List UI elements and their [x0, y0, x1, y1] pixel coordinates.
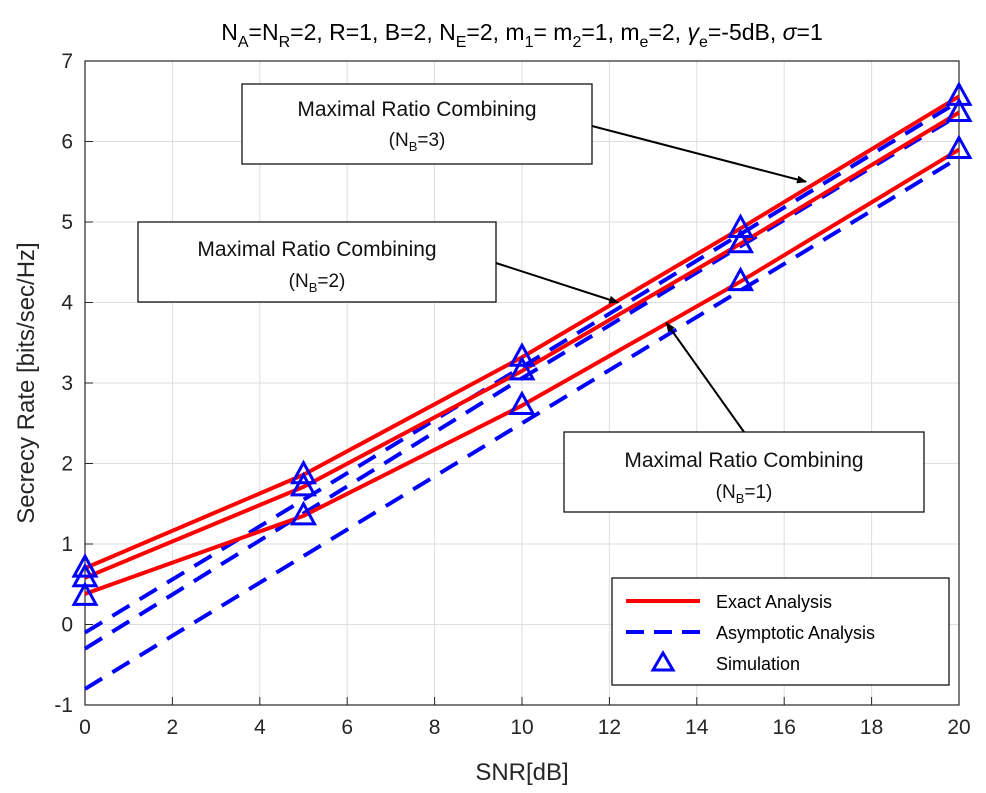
- annotation-nb2: Maximal Ratio Combining (NB=2): [137, 221, 620, 304]
- y-tick-label: 5: [61, 211, 73, 234]
- annotation-nb3: Maximal Ratio Combining (NB=3): [241, 83, 808, 184]
- annotation-nb1: Maximal Ratio Combining (NB=1): [563, 321, 925, 513]
- annotation-nb3-label: (NB=3): [389, 130, 446, 154]
- legend-simulation-marker: [650, 650, 676, 672]
- simulation-marker: [508, 342, 536, 367]
- asymptotic-analysis-line: [83, 99, 961, 635]
- simulation-marker: [289, 471, 318, 497]
- asymptotic-analysis-line: [83, 155, 961, 691]
- simulation-marker: [945, 97, 973, 123]
- annotation-nb1-box: [563, 431, 925, 513]
- x-tick-label: 10: [510, 716, 533, 739]
- x-tick-label: 20: [947, 716, 970, 739]
- simulation-marker: [71, 581, 99, 606]
- annotation-nb1-label: (NB=1): [716, 482, 773, 506]
- exact-analysis-line: [84, 110, 961, 580]
- y-tick-label: 1: [61, 533, 73, 556]
- simulation-marker: [945, 134, 973, 160]
- x-tick-label: 4: [254, 716, 266, 739]
- x-tick-label: 18: [860, 716, 883, 739]
- x-tick-label: 12: [598, 716, 621, 739]
- annotation-nb1-arrow: [665, 321, 745, 433]
- exact-analysis-line: [84, 147, 961, 596]
- simulation-marker: [508, 390, 536, 416]
- annotation-nb1-text: Maximal Ratio Combining: [624, 449, 863, 472]
- x-tick-label: 14: [685, 716, 709, 739]
- simulation-marker: [289, 459, 318, 485]
- y-tick-label: 7: [61, 50, 73, 73]
- legend-asymptotic-label: Asymptotic Analysis: [716, 623, 875, 643]
- legend: Exact Analysis Asymptotic Analysis Simul…: [611, 577, 950, 686]
- y-tick-label: 3: [61, 372, 73, 395]
- simulation-marker: [726, 213, 755, 238]
- y-tick-label: 0: [61, 614, 73, 637]
- x-tick-label: 6: [341, 716, 353, 739]
- y-tick-label: 2: [61, 453, 73, 476]
- legend-exact-label: Exact Analysis: [716, 592, 832, 612]
- x-axis-ticks: 0 2 4 6 8 10 12 14 16 18 20: [79, 697, 971, 739]
- legend-simulation-label: Simulation: [716, 654, 800, 674]
- simulation-marker: [71, 553, 99, 578]
- y-axis-ticks: -1 0 1 2 3 4 5 6 7: [54, 50, 93, 717]
- x-tick-label: 0: [79, 716, 91, 739]
- simulation-marker: [726, 228, 755, 254]
- y-tick-label: 6: [61, 131, 73, 154]
- x-axis-label: SNR[dB]: [475, 759, 568, 786]
- y-tick-label: -1: [54, 694, 73, 717]
- annotation-nb2-text: Maximal Ratio Combining: [197, 238, 436, 261]
- annotation-nb3-text: Maximal Ratio Combining: [297, 98, 536, 121]
- simulation-marker: [289, 500, 318, 526]
- simulation-marker: [945, 81, 973, 106]
- chart-title: NA=NR=2, R=1, B=2, NE=2, m1= m2=1, me=2,…: [221, 19, 823, 51]
- simulation-markers: [71, 81, 973, 606]
- annotation-nb3-arrow: [591, 125, 808, 184]
- annotation-nb2-label: (NB=2): [289, 271, 346, 295]
- x-tick-label: 16: [773, 716, 796, 739]
- annotation-nb2-arrow: [495, 262, 620, 304]
- y-tick-label: 4: [61, 292, 73, 315]
- x-tick-label: 2: [167, 716, 179, 739]
- annotation-nb2-box: [137, 221, 497, 303]
- annotation-nb3-box: [241, 83, 593, 165]
- x-tick-label: 8: [429, 716, 441, 739]
- y-axis-label: Secrecy Rate [bits/sec/Hz]: [13, 242, 40, 523]
- simulation-marker: [508, 355, 536, 381]
- simulation-marker: [726, 266, 755, 292]
